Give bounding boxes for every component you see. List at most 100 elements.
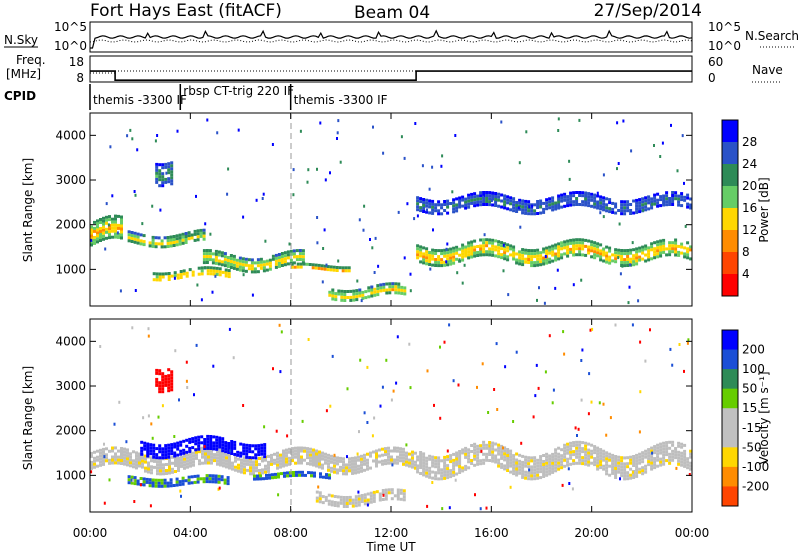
heatmap-scatter-cell [557,129,560,132]
heatmap-cell-vel-e [521,460,525,464]
heatmap-cell-band-g [557,248,561,252]
heatmap-scatter-cell [602,402,605,406]
heatmap-cell-band-f [379,286,383,290]
heatmap-cell-vel-d [280,472,283,476]
heatmap-cell-band-h [539,199,543,203]
heatmap-cell-band-d [244,263,248,267]
heatmap-cell-vel-d [295,470,298,474]
heatmap-cell-vel-a [285,451,288,455]
heatmap-cell-band-h [653,199,657,203]
heatmap-cell-vel-a [159,472,162,476]
heatmap-cell-band-h [560,193,564,197]
colorbar-tick-label: 16 [742,201,757,215]
heatmap-cell-band-g [569,250,573,254]
heatmap-cell-band-f [376,290,380,294]
heatmap-cell-vel-e [566,463,570,467]
heatmap-cell-band-h [596,194,600,198]
heatmap-cell-vel-e [506,454,510,457]
heatmap-cell-vel-a [387,452,390,456]
heatmap-cell-vel-b [248,447,252,451]
heatmap-cell-band-d [217,253,221,257]
heatmap-cell-band-g [662,250,666,254]
heatmap-cell-band-h [509,199,513,203]
heatmap-cell-vel-e [428,454,432,458]
colorbar-tick-label: 8 [742,245,750,259]
heatmap-cell-band-b [133,231,137,235]
heatmap-cell-vel-a [387,446,390,450]
heatmap-cell-vel-a [351,459,354,463]
heatmap-cell-band-g [425,259,429,263]
heatmap-cell-vel-a [321,457,324,461]
heatmap-cell-band-i [161,163,165,167]
heatmap-cell-band-g [623,258,627,262]
heatmap-cell-vel-b [209,447,213,450]
heatmap-cell-vel-e [536,461,540,465]
heatmap-cell-vel-a [354,462,357,466]
heatmap-cell-band-b [133,234,137,238]
heatmap-cell-band-g [536,260,540,264]
heatmap-cell-vel-e [572,453,576,457]
heatmap-cell-band-h [572,191,576,195]
heatmap-cell-band-g [635,256,639,260]
heatmap-cell-vel-e [671,443,675,447]
heatmap-cell-vel-e [527,474,531,478]
heatmap-cell-band-h [602,208,606,212]
heatmap-cell-vel-b [197,441,201,445]
heatmap-cell-band-g [497,243,501,247]
heatmap-cell-vel-f [155,368,159,372]
heatmap-cell-vel-a [399,450,402,454]
heatmap-cell-vel-a [102,462,105,466]
heatmap-cell-vel-g [378,492,382,496]
colorbar-frame [721,329,739,507]
heatmap-cell-band-a [120,227,123,231]
heatmap-cell-vel-e [593,460,597,464]
heatmap-cell-vel-a [357,464,360,468]
heatmap-cell-band-b [190,236,194,240]
heatmap-cell-vel-e [491,459,495,463]
heatmap-scatter-cell [232,356,235,360]
heatmap-cell-band-a [102,234,105,238]
heatmap-cell-band-g [635,250,639,254]
heatmap-cell-vel-d [271,473,274,477]
heatmap-cell-vel-e [605,466,609,470]
heatmap-cell-vel-a [186,465,189,469]
heatmap-cell-band-h [569,194,573,198]
heatmap-cell-vel-a [312,448,315,452]
heatmap-cell-vel-a [345,466,348,470]
heatmap-cell-band-g [623,264,627,268]
heatmap-cell-vel-a [285,457,288,461]
heatmap-cell-vel-e [431,455,435,459]
heatmap-cell-band-h [527,200,531,204]
heatmap-scatter-cell [502,243,505,247]
heatmap-cell-vel-e [593,457,597,461]
heatmap-cell-vel-c [226,482,230,486]
heatmap-cell-vel-e [662,450,666,454]
heatmap-scatter-cell [278,323,281,327]
heatmap-cell-vel-b [179,443,183,447]
heatmap-cell-vel-b [167,452,171,456]
heatmap-cell-vel-e [506,451,510,454]
heatmap-cell-band-e [329,265,333,269]
heatmap-cell-vel-e [596,467,600,471]
heatmap-scatter-cell [426,369,429,373]
heatmap-cell-band-g [425,247,429,251]
heatmap-cell-band-i [161,166,165,170]
heatmap-cell-vel-b [176,447,180,451]
heatmap-cell-band-h [665,197,669,201]
heatmap-cell-vel-g [348,498,352,502]
heatmap-cell-band-f [337,292,341,296]
heatmap-cell-band-g [452,258,456,262]
heatmap-scatter-cell [413,217,416,221]
heatmap-cell-vel-a [297,449,300,453]
heatmap-cell-vel-e [422,458,426,462]
heatmap-cell-band-i [158,172,162,176]
heatmap-cell-vel-e [638,455,642,459]
heatmap-cell-band-g [545,261,549,265]
heatmap-scatter-cell [661,141,664,145]
heatmap-cell-vel-e [485,458,489,462]
heatmap-cell-vel-b [197,447,201,451]
heatmap-cell-band-h [509,202,513,206]
heatmap-cell-band-a [117,235,120,239]
heatmap-cell-band-f [352,292,356,296]
